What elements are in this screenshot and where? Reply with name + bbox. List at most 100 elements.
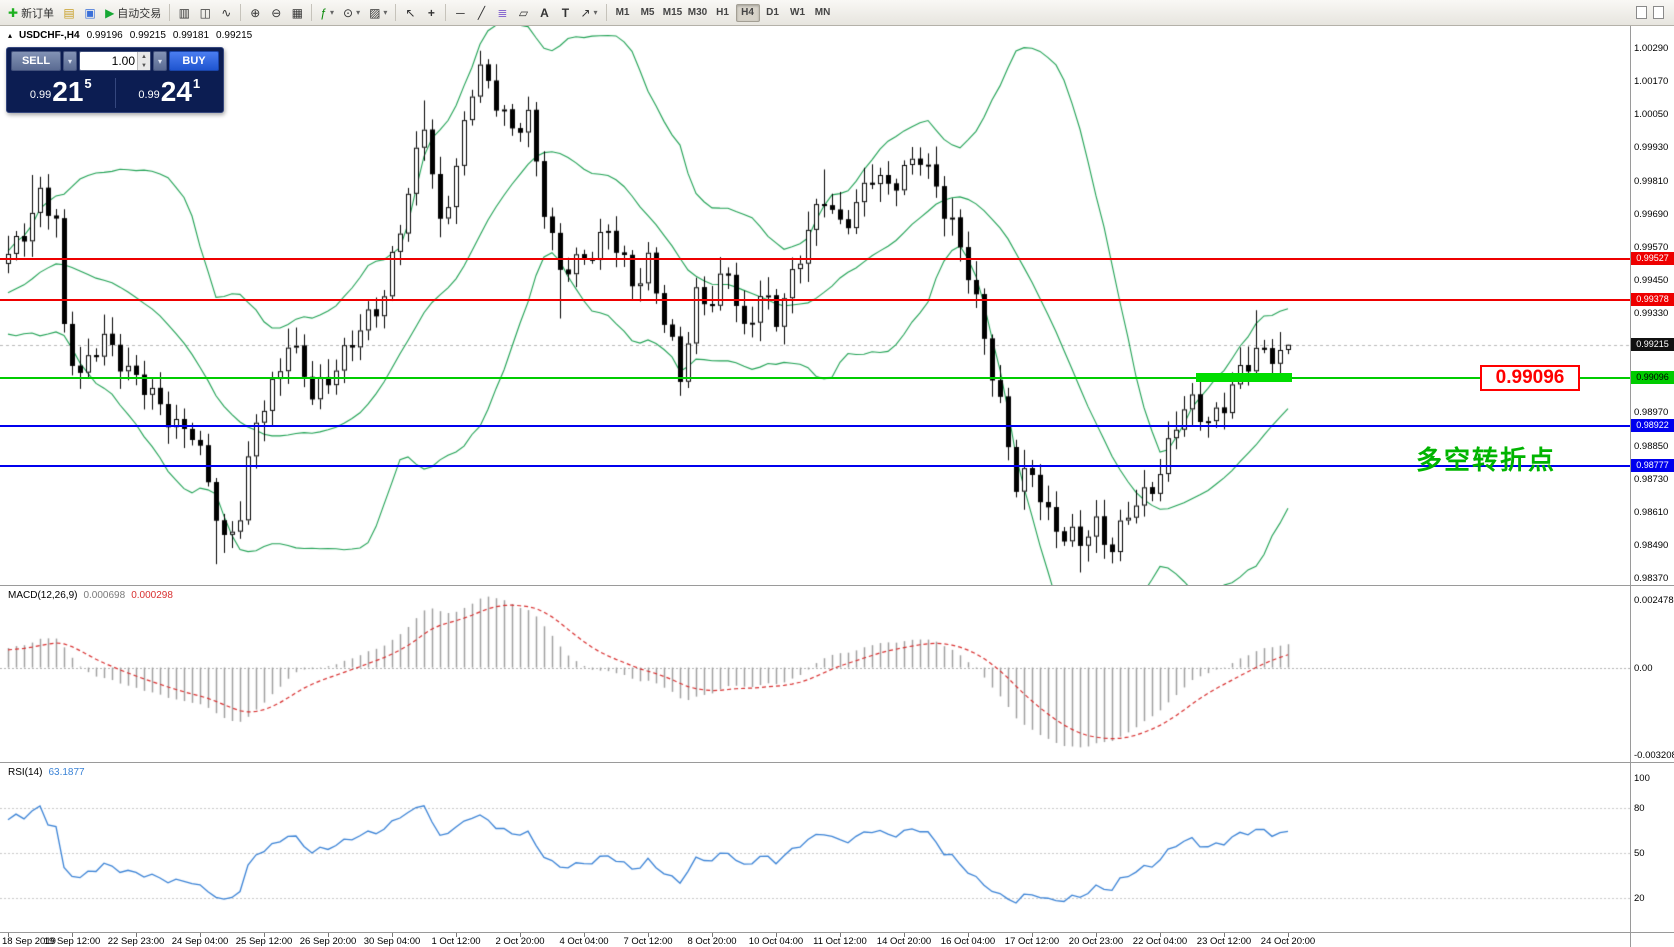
rsi-pane-splitter[interactable] <box>0 762 1674 763</box>
buy-dropdown-icon[interactable]: ▾ <box>153 51 167 71</box>
window-page-icon-1[interactable] <box>1636 6 1647 19</box>
rsi-title: RSI(14) <box>8 767 43 778</box>
price-tag-current-price: 0.99215 <box>1631 338 1674 352</box>
zoom-out-icon: ⊖ <box>271 5 282 20</box>
chart-window-icon: ▤ <box>63 5 75 20</box>
horizontal-line-pivot[interactable] <box>0 376 1630 379</box>
indicators-button[interactable]: ƒ ▾ <box>316 3 338 23</box>
rsi-scale-100: 100 <box>1634 773 1650 784</box>
bar-chart-icon: ▥ <box>178 5 190 20</box>
rsi-scale-50: 50 <box>1634 848 1645 859</box>
timeframe-mn-button[interactable]: MN <box>814 7 831 18</box>
timeframe-d1-button[interactable]: D1 <box>766 7 779 18</box>
timeframe-w1-button[interactable]: W1 <box>790 7 806 18</box>
new-order-button[interactable]: ✚ 新订单 <box>4 3 58 23</box>
macd-main-value: 0.000698 <box>83 590 126 601</box>
autotrade-label: 自动交易 <box>117 7 162 20</box>
window-page-icon-2[interactable] <box>1653 6 1664 19</box>
time-axis-tick <box>1160 933 1161 937</box>
turning-point-note[interactable]: 多空转折点 <box>1416 445 1557 475</box>
zoom-in-button[interactable]: ⊕ <box>245 3 265 23</box>
template-button[interactable]: ▨ ▾ <box>365 3 391 23</box>
price-tag-pivot: 0.99096 <box>1631 371 1674 385</box>
timeframe-m5-button[interactable]: M5 <box>640 7 655 18</box>
rsi-indicator-canvas[interactable] <box>0 763 1630 931</box>
price-tag-support: 0.98922 <box>1631 419 1674 433</box>
shapes-tool-button[interactable]: ▱ <box>513 3 533 23</box>
rsi-value: 63.1877 <box>48 767 85 778</box>
bar-chart-mode-button[interactable]: ▥ <box>174 3 194 23</box>
macd-pane-splitter[interactable] <box>0 585 1674 586</box>
timeframe-m30-button[interactable]: M30 <box>687 7 708 18</box>
sell-price-sup: 5 <box>84 76 92 91</box>
volume-down-icon[interactable]: ▼ <box>138 61 150 70</box>
toolbar-separator <box>445 4 447 21</box>
time-axis-tick <box>776 933 777 937</box>
timeframe-m1-button[interactable]: M1 <box>615 7 630 18</box>
macd-scale-top: 0.002478 <box>1634 595 1674 606</box>
volume-value[interactable]: 1.00 <box>111 54 135 68</box>
time-axis-tick <box>840 933 841 937</box>
horizontal-line-support[interactable] <box>0 464 1630 467</box>
trade-panel-divider <box>114 78 116 108</box>
cursor-tool-button[interactable]: ↖ <box>400 3 420 23</box>
time-axis-label: 2 Oct 20:00 <box>495 936 545 947</box>
label-tool-button[interactable]: T <box>555 3 575 23</box>
timeframe-m15-button[interactable]: M15 <box>662 7 683 18</box>
macd-indicator-canvas[interactable] <box>0 586 1630 761</box>
candle-chart-mode-button[interactable]: ◫ <box>195 3 215 23</box>
price-tag-resistance: 0.99527 <box>1631 252 1674 266</box>
text-icon: A <box>540 5 549 20</box>
buy-button[interactable]: BUY <box>169 51 219 71</box>
chevron-down-icon: ▾ <box>329 7 334 17</box>
arrows-tool-button[interactable]: ↗ ▾ <box>576 3 601 23</box>
ohlc-low: 0.99181 <box>172 30 210 41</box>
sell-dropdown-icon[interactable]: ▾ <box>63 51 77 71</box>
sell-button[interactable]: SELL <box>11 51 61 71</box>
time-axis-label: 30 Sep 04:00 <box>363 936 421 947</box>
horizontal-line-resistance[interactable] <box>0 298 1630 301</box>
main-chart-canvas[interactable] <box>0 26 1630 585</box>
horizontal-line-resistance[interactable] <box>0 257 1630 260</box>
time-axis-label: 8 Oct 20:00 <box>687 936 737 947</box>
chevron-down-icon: ▾ <box>593 7 598 17</box>
horizontal-line-support[interactable] <box>0 424 1630 427</box>
fibonacci-tool-button[interactable]: ≣ <box>492 3 512 23</box>
trendline-tool-button[interactable]: ╱ <box>471 3 491 23</box>
price-axis-label: 1.00050 <box>1634 109 1669 121</box>
rsi-label-row: RSI(14) 63.1877 <box>8 767 85 778</box>
time-axis-label: 14 Oct 20:00 <box>876 936 932 947</box>
timeframe-h1-button[interactable]: H1 <box>716 7 729 18</box>
volume-stepper[interactable]: ▲ ▼ <box>137 52 150 70</box>
price-axis-label: 0.99330 <box>1634 308 1669 319</box>
chart-window-button[interactable]: ▤ <box>59 3 79 23</box>
crosshair-icon: + <box>427 5 435 20</box>
time-axis-tick <box>904 933 905 937</box>
label-icon: T <box>561 5 570 20</box>
macd-title: MACD(12,26,9) <box>8 590 78 601</box>
time-axis-label: 1 Oct 12:00 <box>431 936 481 947</box>
volume-field[interactable]: 1.00 ▲ ▼ <box>79 51 151 71</box>
time-axis-label: 26 Sep 20:00 <box>299 936 357 947</box>
crosshair-tool-button[interactable]: + <box>421 3 441 23</box>
time-axis-tick <box>584 933 585 937</box>
pivot-price-box[interactable]: 0.99096 <box>1480 365 1580 391</box>
zoom-out-button[interactable]: ⊖ <box>266 3 286 23</box>
line-chart-mode-button[interactable]: ∿ <box>216 3 236 23</box>
timeframe-h4-button[interactable]: H4 <box>735 3 760 22</box>
time-axis-label: 16 Oct 04:00 <box>940 936 996 947</box>
volume-up-icon[interactable]: ▲ <box>138 52 150 61</box>
text-tool-button[interactable]: A <box>534 3 554 23</box>
chevron-down-icon: ▾ <box>356 7 361 17</box>
green-highlight-bar[interactable] <box>1196 373 1292 383</box>
profile-button[interactable]: ▣ <box>80 3 100 23</box>
hline-tool-button[interactable]: ─ <box>450 3 470 23</box>
period-button[interactable]: ⊙ ▾ <box>339 3 364 23</box>
tile-windows-button[interactable]: ▦ <box>287 3 307 23</box>
indicators-icon: ƒ <box>320 5 327 20</box>
sell-price[interactable]: 0.99 21 5 <box>7 77 115 109</box>
line-chart-icon: ∿ <box>221 5 232 20</box>
autotrade-button[interactable]: ▶ 自动交易 <box>101 3 165 23</box>
buy-price[interactable]: 0.99 24 1 <box>116 77 224 109</box>
